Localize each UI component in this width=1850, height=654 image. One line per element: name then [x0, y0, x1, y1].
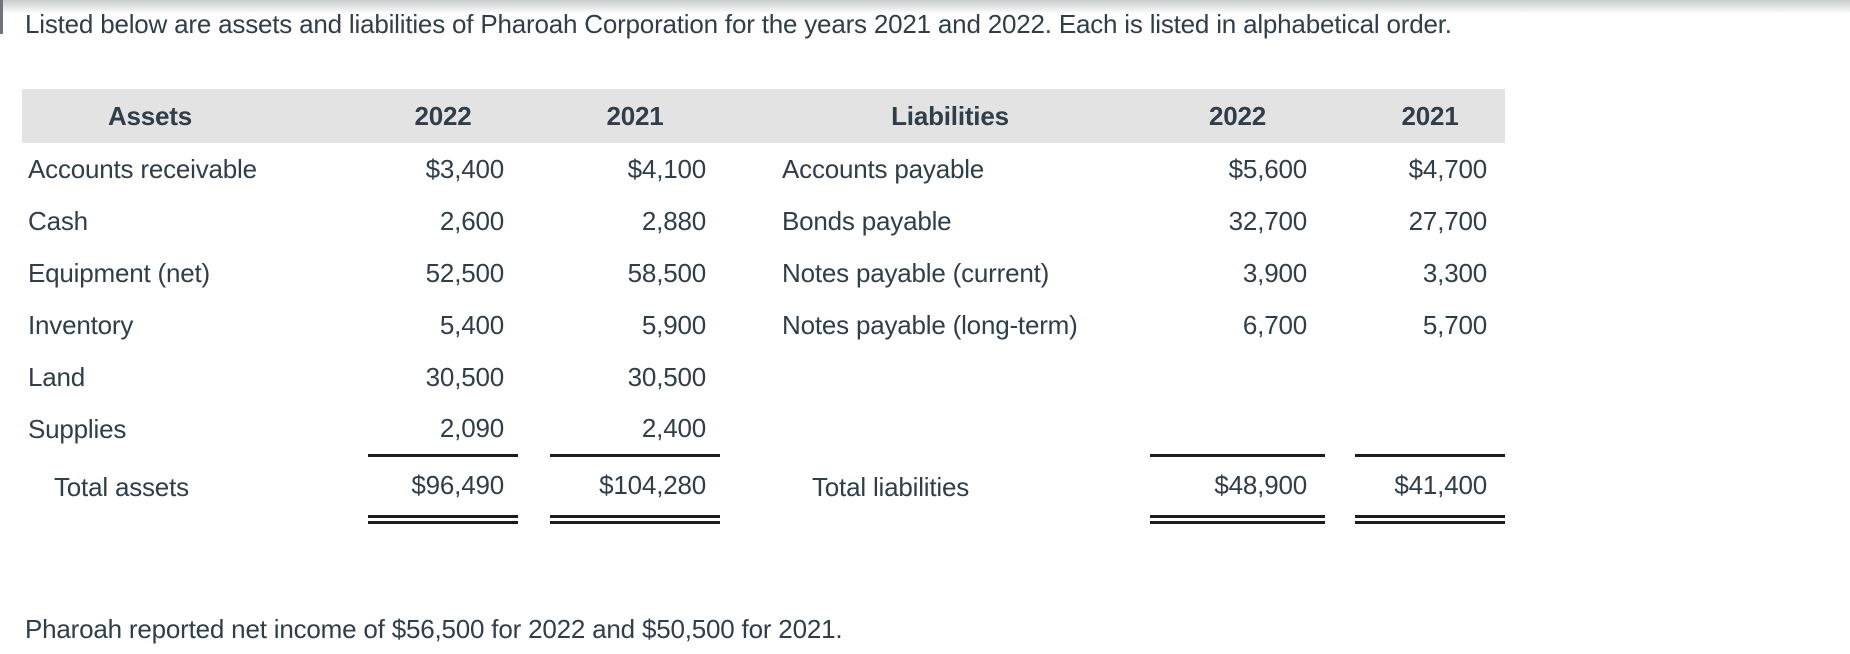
asset-label: Cash — [28, 205, 88, 236]
net-income-note: Pharoah reported net income of $56,500 f… — [25, 614, 843, 644]
asset-label: Inventory — [28, 309, 134, 340]
asset-value-2021: 2,400 — [641, 412, 706, 443]
liability-value-2022: 32,700 — [1228, 205, 1308, 236]
assets-column-header: Assets — [107, 100, 193, 131]
liability-value-2021: 3,300 — [1422, 257, 1487, 288]
total-liabilities-label: Total liabilities — [812, 471, 970, 502]
liabilities-2022-column-header: 2022 — [1208, 100, 1267, 131]
empty-row — [780, 351, 1505, 403]
asset-value-2022: 5,400 — [439, 309, 504, 340]
assets-table: Assets 2022 2021 Accounts receivable $3,… — [22, 89, 720, 524]
total-liabilities-row: Total liabilities $48,900 $41,400 — [780, 453, 1505, 524]
assets-header-row: Assets 2022 2021 — [22, 89, 720, 143]
total-liabilities-2021: $41,400 — [1355, 453, 1505, 524]
assets-2021-column-header: 2021 — [606, 100, 664, 131]
empty-row — [780, 403, 1505, 455]
asset-value-2021: 2,880 — [641, 205, 706, 236]
assets-2022-column-header: 2022 — [414, 100, 472, 131]
table-header-band — [22, 89, 1505, 143]
table-row: Supplies 2,090 2,400 — [22, 403, 720, 455]
liability-label: Notes payable (current) — [782, 257, 1050, 288]
asset-value-2022: 30,500 — [425, 361, 505, 392]
asset-value-2022: $3,400 — [425, 153, 505, 184]
liabilities-table: Liabilities 2022 2021 Accounts payable $… — [780, 89, 1505, 524]
asset-value-2021: 30,500 — [627, 361, 707, 392]
asset-value-2021: 58,500 — [627, 257, 707, 288]
table-row: Notes payable (long-term) 6,700 5,700 — [780, 299, 1505, 351]
total-assets-2022: $96,490 — [368, 453, 518, 524]
liability-label: Bonds payable — [782, 205, 952, 236]
table-row: Accounts payable $5,600 $4,700 — [780, 143, 1505, 195]
liability-value-2022: 6,700 — [1242, 309, 1307, 340]
total-assets-2021: $104,280 — [550, 453, 720, 524]
total-assets-label: Total assets — [54, 471, 189, 502]
liability-value-2021: 5,700 — [1422, 309, 1487, 340]
table-row: Equipment (net) 52,500 58,500 — [22, 247, 720, 299]
liability-label: Notes payable (long-term) — [782, 309, 1078, 340]
asset-label: Land — [28, 361, 86, 392]
liabilities-2021-column-header: 2021 — [1401, 100, 1459, 131]
liabilities-header-row: Liabilities 2022 2021 — [780, 89, 1505, 143]
intro-paragraph: Listed below are assets and liabilities … — [25, 9, 1452, 39]
asset-value-2022: 2,600 — [439, 205, 504, 236]
asset-value-2022: 2,090 — [439, 412, 504, 443]
column-spacer — [518, 89, 550, 143]
total-assets-row: Total assets $96,490 $104,280 — [22, 453, 720, 524]
total-liabilities-2022: $48,900 — [1150, 453, 1325, 524]
liability-value-2022: $5,600 — [1228, 153, 1308, 184]
left-edge-notch — [0, 0, 3, 34]
asset-label: Equipment (net) — [28, 257, 210, 288]
table-row: Bonds payable 32,700 27,700 — [780, 195, 1505, 247]
asset-value-2021: 5,900 — [641, 309, 706, 340]
liability-value-2021: $4,700 — [1408, 153, 1488, 184]
asset-value-2022: 52,500 — [425, 257, 505, 288]
asset-value-2021: $4,100 — [627, 153, 707, 184]
column-spacer — [1325, 89, 1355, 143]
table-row: Cash 2,600 2,880 — [22, 195, 720, 247]
table-row: Accounts receivable $3,400 $4,100 — [22, 143, 720, 195]
liability-label: Accounts payable — [782, 153, 985, 184]
top-toolbar-shadow — [0, 0, 1850, 14]
table-row: Inventory 5,400 5,900 — [22, 299, 720, 351]
asset-label: Supplies — [28, 413, 127, 444]
liability-value-2022: 3,900 — [1242, 257, 1307, 288]
table-row: Notes payable (current) 3,900 3,300 — [780, 247, 1505, 299]
liabilities-column-header: Liabilities — [891, 100, 1009, 131]
table-row: Land 30,500 30,500 — [22, 351, 720, 403]
asset-label: Accounts receivable — [28, 153, 257, 184]
liability-value-2021: 27,700 — [1408, 205, 1488, 236]
